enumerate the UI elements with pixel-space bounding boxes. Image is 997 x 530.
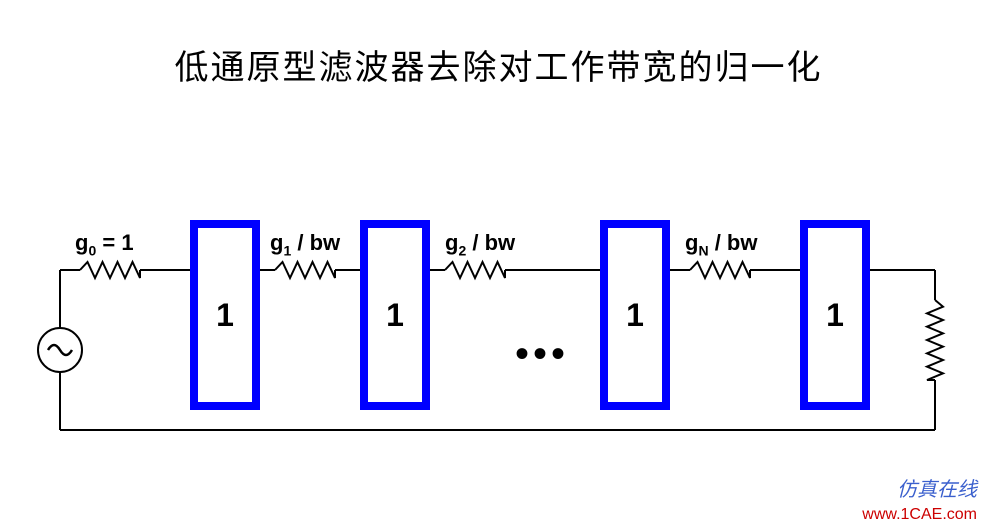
inductor-g0 — [80, 262, 140, 278]
resonator-1: 1 — [190, 220, 260, 410]
load-resistor — [927, 300, 943, 380]
label-g0: g0 = 1 — [75, 230, 134, 258]
label-g1-rest: / bw — [291, 230, 340, 255]
resonator-4-value: 1 — [826, 297, 844, 334]
inductor-g2 — [445, 262, 505, 278]
watermark-url: www.1CAE.com — [862, 506, 977, 524]
label-g1-g: g — [270, 230, 283, 255]
label-g2: g2 / bw — [445, 230, 515, 258]
label-g2-rest: / bw — [466, 230, 515, 255]
resonator-3: 1 — [600, 220, 670, 410]
label-gN: gN / bw — [685, 230, 757, 258]
label-g0-g: g — [75, 230, 88, 255]
circuit-diagram: 1 1 1 1 ••• g0 = 1 g1 / bw g2 / bw gN / … — [60, 200, 940, 450]
resonator-2: 1 — [360, 220, 430, 410]
label-g0-rest: = 1 — [96, 230, 133, 255]
label-gN-g: g — [685, 230, 698, 255]
resonator-4: 1 — [800, 220, 870, 410]
page-title: 低通原型滤波器去除对工作带宽的归一化 — [0, 40, 997, 89]
resonator-2-value: 1 — [386, 297, 404, 334]
inductor-g1 — [275, 262, 335, 278]
resonator-3-value: 1 — [626, 297, 644, 334]
watermark-cn: 仿真在线 — [897, 473, 977, 502]
label-gN-sub: N — [698, 242, 708, 258]
label-g1: g1 / bw — [270, 230, 340, 258]
inductor-gN — [690, 262, 750, 278]
label-gN-rest: / bw — [709, 230, 758, 255]
ellipsis: ••• — [515, 330, 569, 377]
label-g2-g: g — [445, 230, 458, 255]
resonator-1-value: 1 — [216, 297, 234, 334]
